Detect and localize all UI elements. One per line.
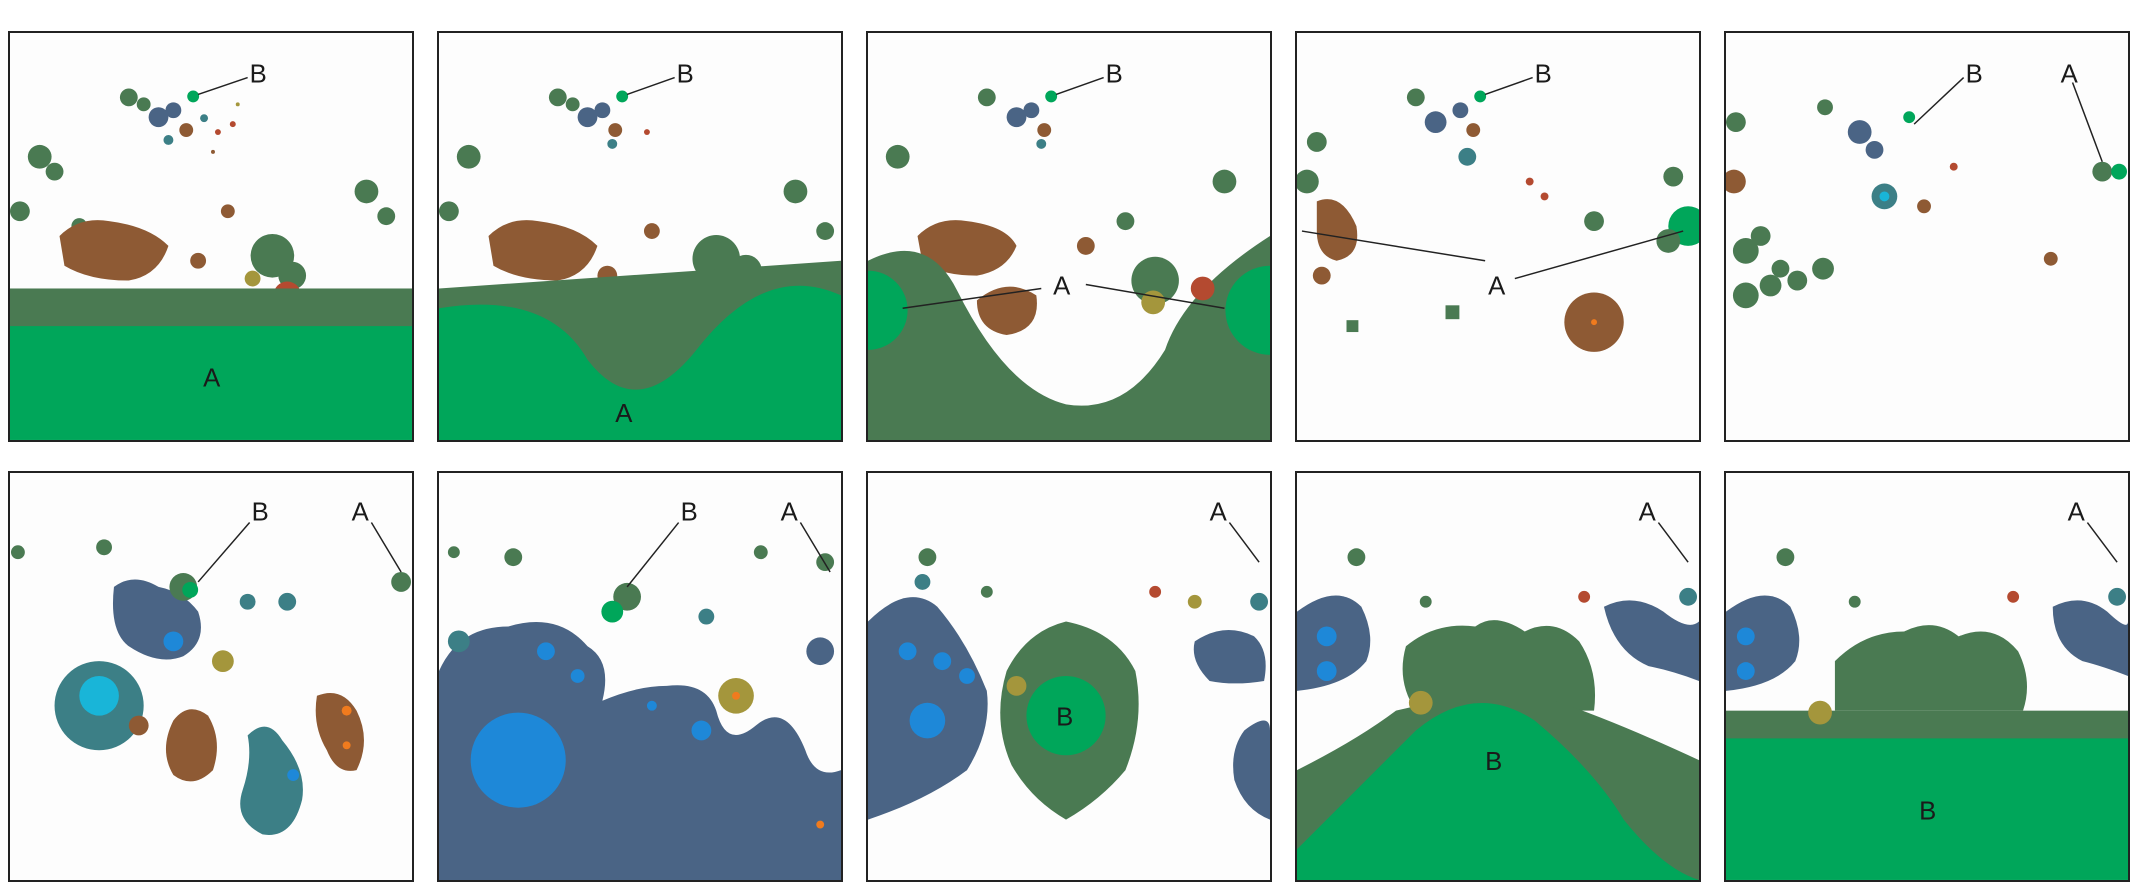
green-hill (1297, 702, 1699, 880)
green-arc (868, 236, 1270, 440)
cluster-b-speckles (977, 88, 1058, 149)
label-b: B (1535, 61, 1552, 89)
panel-2-drawing: B A (439, 61, 841, 440)
green-floor (439, 285, 841, 440)
label-a: A (615, 400, 633, 428)
label-b: B (1106, 61, 1123, 89)
left-green-blobs (10, 144, 396, 235)
label-a: A (781, 499, 799, 527)
panel-6: B A (8, 471, 414, 882)
panel-7: B A (437, 471, 843, 882)
label-a: A (1488, 272, 1506, 300)
green-band (10, 288, 412, 329)
slate-blob (439, 622, 841, 880)
panel-10-drawing: B A (1726, 499, 2128, 880)
cluster-b-speckles (548, 88, 650, 149)
panel-7-drawing: B A (439, 499, 841, 880)
cluster-b-speckles (1817, 99, 1958, 214)
panel-2: B A (437, 31, 843, 442)
green-floor (1726, 738, 2128, 880)
label-a: A (1210, 499, 1228, 527)
cluster-b-speckles (119, 88, 240, 154)
green-band (1726, 710, 2128, 741)
panel-8: B A (866, 471, 1272, 882)
label-a: A (2061, 61, 2079, 89)
panel-3-drawing: B A (868, 61, 1270, 440)
panel-5-drawing: B A (1726, 61, 2128, 309)
panel-3: B A (866, 31, 1272, 442)
label-b: B (677, 61, 694, 89)
panel-4-drawing: B A (1297, 61, 1699, 352)
label-b: B (681, 499, 698, 527)
label-a: A (1053, 272, 1071, 300)
green-floor (10, 326, 412, 440)
label-a: A (203, 365, 221, 393)
label-a: A (352, 499, 370, 527)
panel-5: B A (1724, 31, 2130, 442)
label-b: B (1919, 798, 1936, 826)
label-b: B (1966, 61, 1983, 89)
brown-blob (59, 220, 169, 281)
cluster-b-speckles (1406, 88, 1549, 201)
panel-1: B A (8, 31, 414, 442)
panel-8-drawing: B A (868, 499, 1270, 820)
label-b: B (1056, 704, 1073, 732)
label-b: B (252, 499, 269, 527)
panel-1-drawing: B A (10, 61, 412, 440)
panel-4: B A (1295, 31, 1701, 442)
label-a: A (2068, 499, 2086, 527)
panel-10: B A (1724, 471, 2130, 882)
panel-9: B A (1295, 471, 1701, 882)
label-a: A (1639, 499, 1657, 527)
label-b: B (250, 61, 267, 89)
panel-6-drawing: B A (10, 499, 412, 835)
panel-9-drawing: B A (1297, 499, 1699, 880)
label-b: B (1485, 748, 1502, 776)
